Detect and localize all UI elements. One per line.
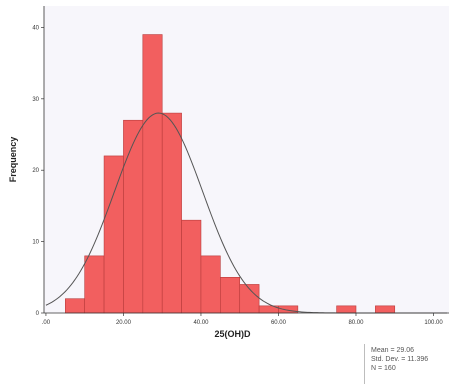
n-text: N = 160: [371, 365, 396, 372]
histogram-bar: [220, 277, 241, 314]
histogram-bar: [181, 219, 202, 314]
y-axis-title: Frequency: [8, 137, 18, 183]
histogram-bar: [278, 305, 299, 314]
y-tick-label: 0: [36, 311, 40, 317]
y-tick-label: 10: [32, 240, 39, 246]
histogram-bar: [65, 298, 85, 314]
histogram-bar: [161, 112, 182, 314]
bars-group: [65, 34, 396, 314]
histogram-bar: [123, 119, 144, 314]
mean-text: Mean = 29.06: [371, 347, 415, 354]
x-tick-label: 20.00: [116, 320, 132, 326]
x-tick-label: 60.00: [271, 320, 287, 326]
statistics-box: Mean = 29.06 Std. Dev. = 11.396 N = 160: [364, 344, 456, 384]
histogram-bar: [336, 305, 357, 314]
y-tick-label: 40: [32, 25, 39, 31]
histogram-bar: [142, 34, 163, 314]
x-tick-label: 40.00: [193, 320, 209, 326]
y-tick-label: 30: [32, 97, 39, 103]
std-dev-text: Std. Dev. = 11.396: [371, 356, 429, 363]
x-tick-label: 100.00: [424, 320, 443, 326]
x-tick-label: 80.00: [348, 320, 364, 326]
histogram-bar: [84, 255, 105, 314]
x-axis-title: 25(OH)D: [214, 329, 251, 339]
y-tick-label: 20: [32, 168, 39, 174]
histogram-bar: [375, 305, 396, 314]
x-tick-label: .00: [42, 320, 51, 326]
axes-group: .00 20.00 40.00 60.00 80.00 100.00 0 10 20 30 40: [32, 6, 449, 326]
histogram-bar: [200, 255, 221, 314]
histogram-bar: [103, 155, 124, 314]
